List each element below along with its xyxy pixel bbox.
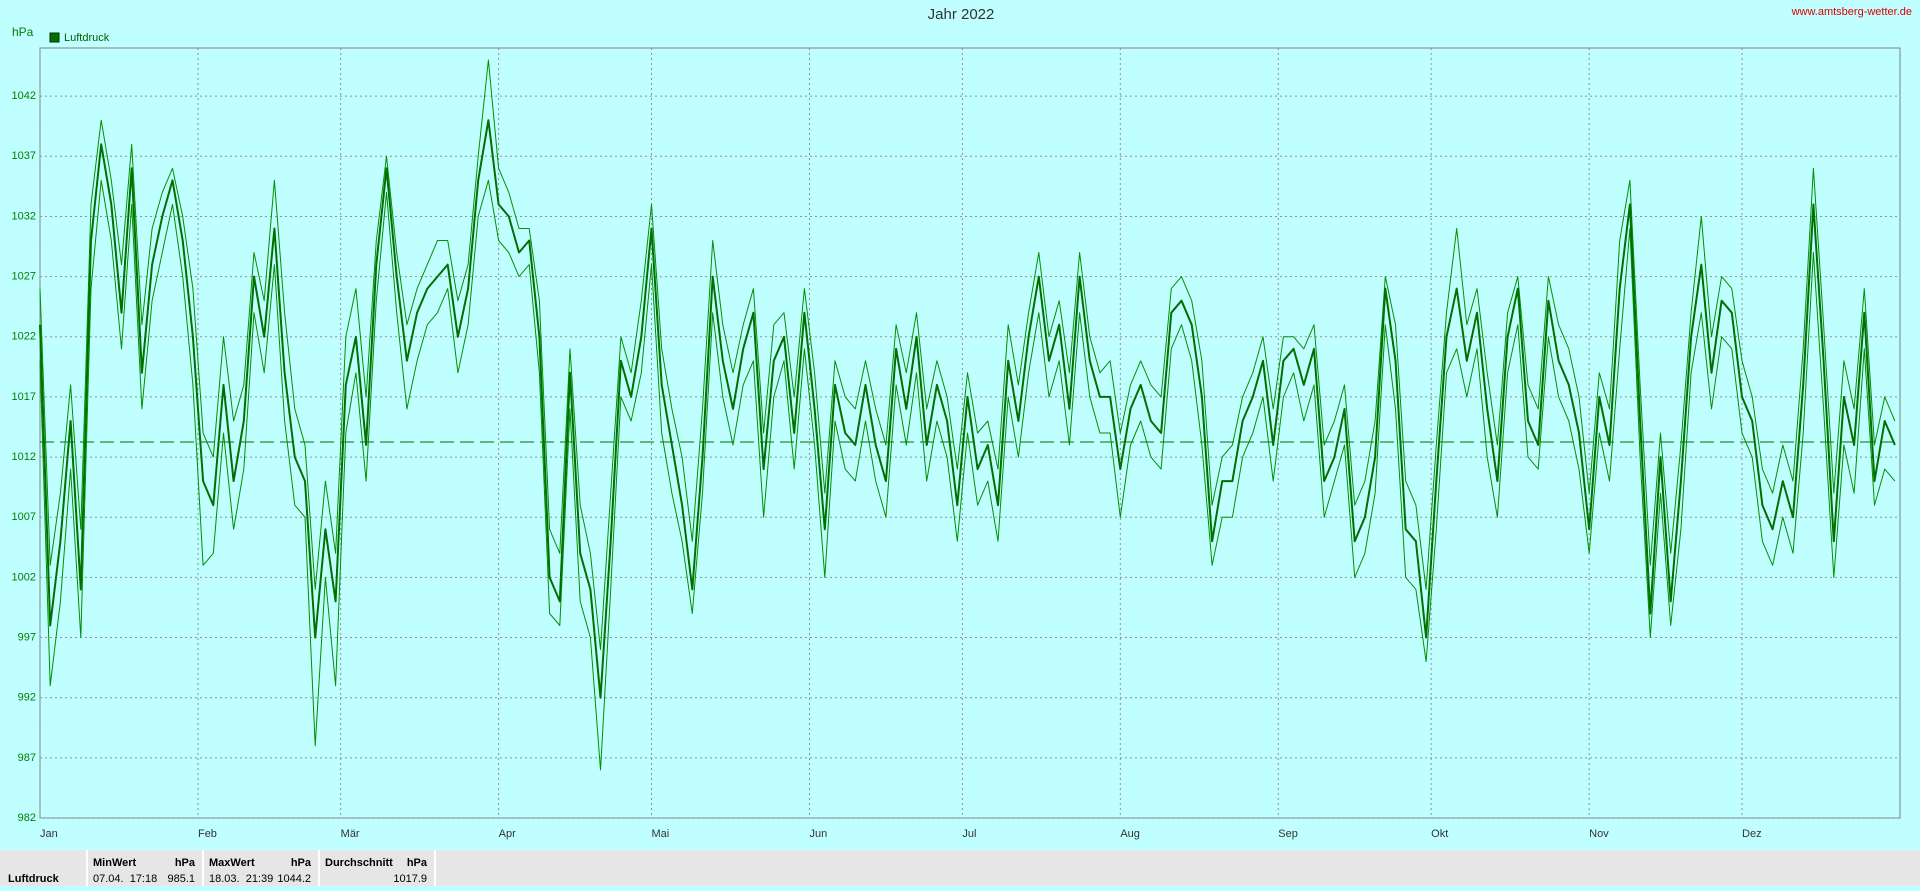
x-tick-label: Okt — [1431, 828, 1448, 840]
x-tick-label: Nov — [1589, 828, 1609, 840]
y-tick-label: 1007 — [12, 511, 36, 523]
y-tick-label: 992 — [18, 692, 36, 704]
series-line — [39, 59, 1896, 651]
x-tick-label: Mai — [652, 828, 670, 840]
y-tick-label: 1022 — [12, 331, 36, 343]
x-tick-label: Aug — [1120, 828, 1140, 840]
y-tick-label: 1012 — [12, 451, 36, 463]
column-header: MaxWert — [209, 857, 255, 869]
y-tick-label: 982 — [18, 812, 36, 824]
y-tick-label: 997 — [18, 631, 36, 643]
y-tick-label: 1027 — [12, 271, 36, 283]
series-line — [39, 119, 1896, 699]
column-value: 985.1 — [167, 873, 195, 885]
x-tick-label: Feb — [198, 828, 217, 840]
chart-title: Jahr 2022 — [928, 6, 995, 23]
x-tick-label: Apr — [499, 828, 516, 840]
column-unit: hPa — [407, 857, 428, 869]
column-time: 07.04. 17:18 — [93, 873, 157, 885]
series-line — [39, 179, 1896, 771]
y-tick-label: 1037 — [12, 150, 36, 162]
column-value: 1044.2 — [277, 873, 311, 885]
y-tick-label: 987 — [18, 752, 36, 764]
x-tick-label: Mär — [341, 828, 360, 840]
legend-swatch — [49, 32, 60, 43]
x-tick-label: Sep — [1278, 828, 1298, 840]
y-tick-label: 1032 — [12, 210, 36, 222]
column-header: MinWert — [93, 857, 137, 869]
column-value: 1017.9 — [393, 873, 427, 885]
x-tick-label: Jul — [962, 828, 976, 840]
x-tick-label: Jun — [809, 828, 827, 840]
legend-label: Luftdruck — [64, 32, 110, 44]
column-unit: hPa — [175, 857, 196, 869]
row-label: Luftdruck — [8, 873, 60, 885]
y-tick-label: 1017 — [12, 391, 36, 403]
source: www.amtsberg-wetter.de — [1791, 6, 1912, 18]
y-axis-label: hPa — [12, 25, 34, 39]
y-tick-label: 1042 — [12, 90, 36, 102]
stats-table: Luftdruck MinWert hPa 07.04. 17:18 985.1 Max… — [0, 850, 1920, 886]
column-header: Durchschnitt — [325, 857, 393, 869]
x-tick-label: Dez — [1742, 828, 1762, 840]
column-unit: hPa — [291, 857, 312, 869]
y-tick-label: 1002 — [12, 571, 36, 583]
x-tick-label: Jan — [40, 828, 58, 840]
column-time: 18.03. 21:39 — [209, 873, 273, 885]
